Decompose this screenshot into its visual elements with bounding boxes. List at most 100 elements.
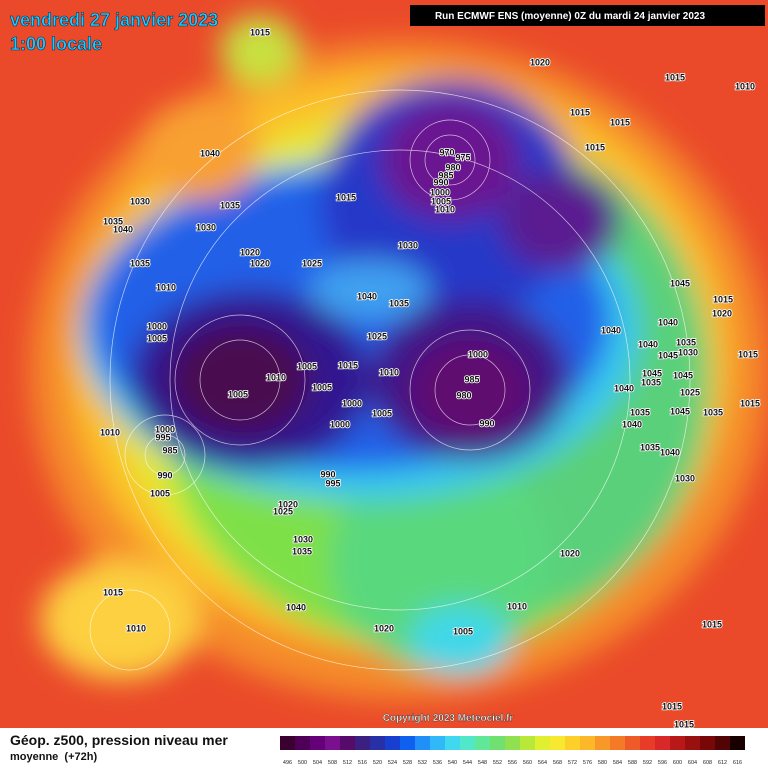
isobar-label: 1005	[372, 408, 392, 418]
isobar-label: 1020	[278, 499, 298, 509]
isobar-label: 1030	[130, 196, 150, 206]
isobar-label: 1005	[228, 389, 248, 399]
color-swatch	[595, 736, 610, 750]
color-swatch	[580, 736, 595, 750]
isobar-label: 1015	[702, 619, 722, 629]
isobar-label: 995	[325, 478, 340, 488]
color-swatch	[550, 736, 565, 750]
scale-label: 612	[718, 760, 727, 766]
scale-label: 608	[703, 760, 712, 766]
isobar-label: 1045	[658, 350, 678, 360]
scale-label: 604	[688, 760, 697, 766]
color-swatch	[610, 736, 625, 750]
isobar-label: 1020	[712, 308, 732, 318]
color-swatch	[505, 736, 520, 750]
isobar-label: 1030	[398, 240, 418, 250]
isobar-label: 1030	[678, 347, 698, 357]
scale-label: 592	[643, 760, 652, 766]
caption-2: moyenne (+72h)	[10, 751, 97, 763]
color-swatch	[670, 736, 685, 750]
isobar-label: 990	[479, 418, 494, 428]
scale-label: 588	[628, 760, 637, 766]
isobar-label: 1015	[570, 107, 590, 117]
scale-label: 616	[733, 760, 742, 766]
color-swatch	[445, 736, 460, 750]
isobar-label: 990	[157, 470, 172, 480]
isobar-label: 1045	[673, 370, 693, 380]
scale-label: 556	[508, 760, 517, 766]
title: vendredi 27 janvier 2023	[10, 10, 218, 30]
color-swatch	[520, 736, 535, 750]
color-swatch	[715, 736, 730, 750]
isobar-label: 980	[445, 162, 460, 172]
isobar-label: 1015	[674, 719, 694, 729]
isobar-label: 995	[155, 432, 170, 442]
isobar-label: 1005	[150, 488, 170, 498]
isobar-label: 1035	[630, 407, 650, 417]
isobar-label: 1045	[642, 368, 662, 378]
subtitle: 1:00 locale	[10, 34, 102, 54]
color-swatch	[340, 736, 355, 750]
color-swatch	[730, 736, 745, 750]
isobar-label: 1010	[100, 427, 120, 437]
color-swatch	[400, 736, 415, 750]
scale-label: 512	[343, 760, 352, 766]
scale-label: 596	[658, 760, 667, 766]
isobar-label: 1035	[676, 337, 696, 347]
scale-label: 524	[388, 760, 397, 766]
isobar-label: 1015	[338, 360, 358, 370]
scale-label: 564	[538, 760, 547, 766]
scale-label: 568	[553, 760, 562, 766]
scale-label: 584	[613, 760, 622, 766]
color-swatch	[640, 736, 655, 750]
isobar-label: 1040	[660, 447, 680, 457]
scale-label: 528	[403, 760, 412, 766]
isobar-label: 1035	[130, 258, 150, 268]
isobar-label: 1015	[250, 27, 270, 37]
isobar-label: 985	[162, 445, 177, 455]
isobar-label: 975	[455, 152, 470, 162]
scale-label: 520	[373, 760, 382, 766]
isobar-label: 1020	[530, 57, 550, 67]
isobar-label: 1005	[453, 626, 473, 636]
isobar-label: 990	[320, 469, 335, 479]
run-box	[410, 5, 765, 26]
color-swatch	[655, 736, 670, 750]
color-swatch	[280, 736, 295, 750]
scale-label: 500	[298, 760, 307, 766]
isobar-label: 1000	[155, 424, 175, 434]
isobar-label: 985	[464, 374, 479, 384]
color-swatch	[355, 736, 370, 750]
caption: Géop. z500, pression niveau mer	[10, 732, 228, 748]
color-swatch	[370, 736, 385, 750]
color-swatch	[565, 736, 580, 750]
isobar-label: 1010	[126, 623, 146, 633]
isobar-label: 1035	[640, 442, 660, 452]
color-swatch	[310, 736, 325, 750]
copyright: Copyright 2023 Meteociel.fr	[383, 713, 514, 724]
isobar-label: 990	[433, 177, 448, 187]
isobar-label: 1015	[713, 294, 733, 304]
color-swatch	[700, 736, 715, 750]
scale-label: 600	[673, 760, 682, 766]
isobar-label: 1015	[585, 142, 605, 152]
scale-label: 576	[583, 760, 592, 766]
isobar-label: 1025	[273, 506, 293, 516]
isobar-label: 1015	[662, 701, 682, 711]
isobar-label: 1005	[297, 361, 317, 371]
isobar-label: 985	[438, 170, 453, 180]
isobar-label: 1035	[389, 298, 409, 308]
scale-label: 544	[463, 760, 472, 766]
isobar-label: 1040	[286, 602, 306, 612]
isobar-label: 1010	[266, 372, 286, 382]
isobar-label: 1025	[302, 258, 322, 268]
isobar-label: 1005	[147, 333, 167, 343]
isobar-label: 1035	[103, 216, 123, 226]
color-swatch	[385, 736, 400, 750]
isobar-label: 1000	[430, 187, 450, 197]
color-swatch	[430, 736, 445, 750]
isobar-label: 980	[456, 390, 471, 400]
isobar-label: 1020	[240, 247, 260, 257]
